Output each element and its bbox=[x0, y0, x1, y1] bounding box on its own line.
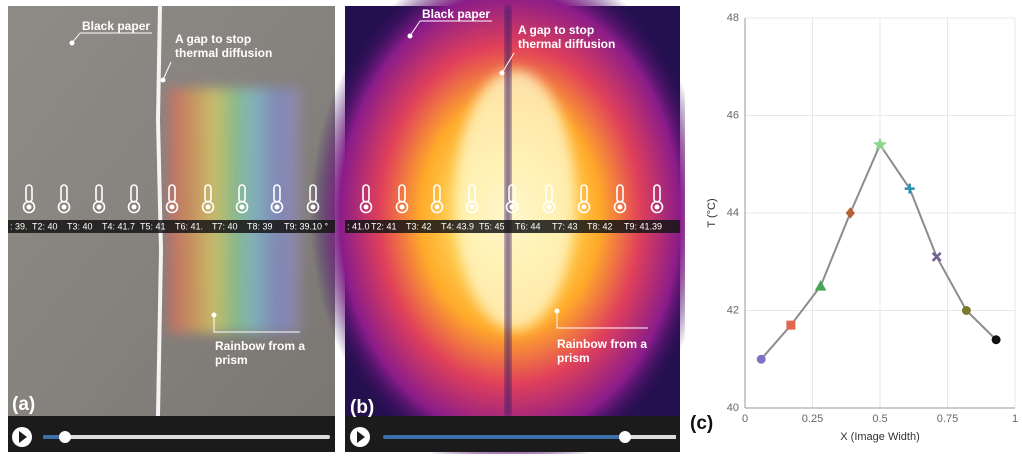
y-tick-label: 44 bbox=[727, 207, 739, 219]
thermometer-fill bbox=[206, 205, 211, 210]
thermometer-fill bbox=[311, 205, 316, 210]
data-point bbox=[962, 307, 970, 315]
reading: : 41.0 bbox=[347, 221, 370, 231]
thermometer-fill bbox=[618, 205, 623, 210]
y-tick-label: 46 bbox=[727, 109, 739, 121]
annotation: Black paper bbox=[82, 19, 150, 33]
gap-line bbox=[158, 6, 161, 416]
reading: T8: 42 bbox=[587, 221, 613, 231]
annotation: Rainbow from a bbox=[215, 339, 305, 353]
reading: T5: 41 bbox=[140, 221, 166, 231]
thermometer-fill bbox=[655, 205, 660, 210]
slider-knob[interactable] bbox=[619, 431, 631, 443]
thermometer-fill bbox=[240, 205, 245, 210]
thermometer-fill bbox=[27, 205, 32, 210]
annotation: Rainbow from a bbox=[557, 337, 647, 351]
thermometer-fill bbox=[435, 205, 440, 210]
reading: T3: 42 bbox=[406, 221, 432, 231]
x-tick-label: 0 bbox=[742, 413, 748, 425]
thermometer-fill bbox=[510, 205, 515, 210]
thermometer-fill bbox=[400, 205, 405, 210]
thermometer-fill bbox=[547, 205, 552, 210]
reading: T3: 40 bbox=[67, 221, 93, 231]
thermometer-fill bbox=[97, 205, 102, 210]
reading: T5: 45 bbox=[479, 221, 505, 231]
reading: T7: 43 bbox=[552, 221, 578, 231]
data-point bbox=[992, 336, 1000, 344]
thermometer-fill bbox=[470, 205, 475, 210]
control-bar bbox=[8, 416, 335, 452]
annotation: A gap to stop bbox=[518, 23, 594, 37]
y-tick-label: 42 bbox=[727, 304, 739, 316]
thermometer-fill bbox=[62, 205, 67, 210]
thermometer-fill bbox=[275, 205, 280, 210]
x-tick-label: 1 bbox=[1012, 413, 1018, 425]
reading: T4: 41.7 bbox=[102, 221, 135, 231]
panel-label: (b) bbox=[350, 397, 374, 418]
reading: T4: 43.9 bbox=[441, 221, 474, 231]
thermometer-fill bbox=[582, 205, 587, 210]
y-axis-title: T (°C) bbox=[706, 198, 718, 227]
thermometer-fill bbox=[132, 205, 137, 210]
data-point bbox=[757, 355, 765, 363]
x-tick-label: 0.75 bbox=[937, 413, 958, 425]
annotation: prism bbox=[557, 351, 590, 365]
panel-label: (a) bbox=[12, 394, 35, 415]
reading: T2: 40 bbox=[32, 221, 58, 231]
annotation: prism bbox=[215, 353, 248, 367]
annotation: thermal diffusion bbox=[175, 46, 272, 60]
y-tick-label: 48 bbox=[727, 12, 739, 24]
data-point bbox=[787, 321, 795, 329]
reading: T8: 39 bbox=[247, 221, 273, 231]
reading: T7: 40 bbox=[212, 221, 238, 231]
reading: : 39. bbox=[10, 221, 28, 231]
thermometer-fill bbox=[170, 205, 175, 210]
annotation: Black paper bbox=[422, 7, 490, 21]
reading: T9: 39.10 ° bbox=[284, 221, 329, 231]
y-tick-label: 40 bbox=[727, 402, 739, 414]
annotation: A gap to stop bbox=[175, 32, 251, 46]
thermometer-fill bbox=[364, 205, 369, 210]
x-tick-label: 0.5 bbox=[872, 413, 887, 425]
annotation: thermal diffusion bbox=[518, 37, 615, 51]
reading: T6: 41. bbox=[175, 221, 203, 231]
reading: T6: 44 bbox=[515, 221, 541, 231]
figure: (a) (b) (c) X (Image Width) T (°C) Black… bbox=[0, 0, 1022, 454]
reading: T2: 41 bbox=[371, 221, 397, 231]
panel-label: (c) bbox=[690, 413, 713, 434]
reading: T9: 41.39 bbox=[624, 221, 662, 231]
x-tick-label: 0.25 bbox=[802, 413, 823, 425]
x-axis-title: X (Image Width) bbox=[840, 431, 919, 443]
slider-knob[interactable] bbox=[59, 431, 71, 443]
panel-c: (c) X (Image Width) T (°C) bbox=[685, 6, 1018, 452]
chart-background bbox=[685, 6, 1018, 452]
